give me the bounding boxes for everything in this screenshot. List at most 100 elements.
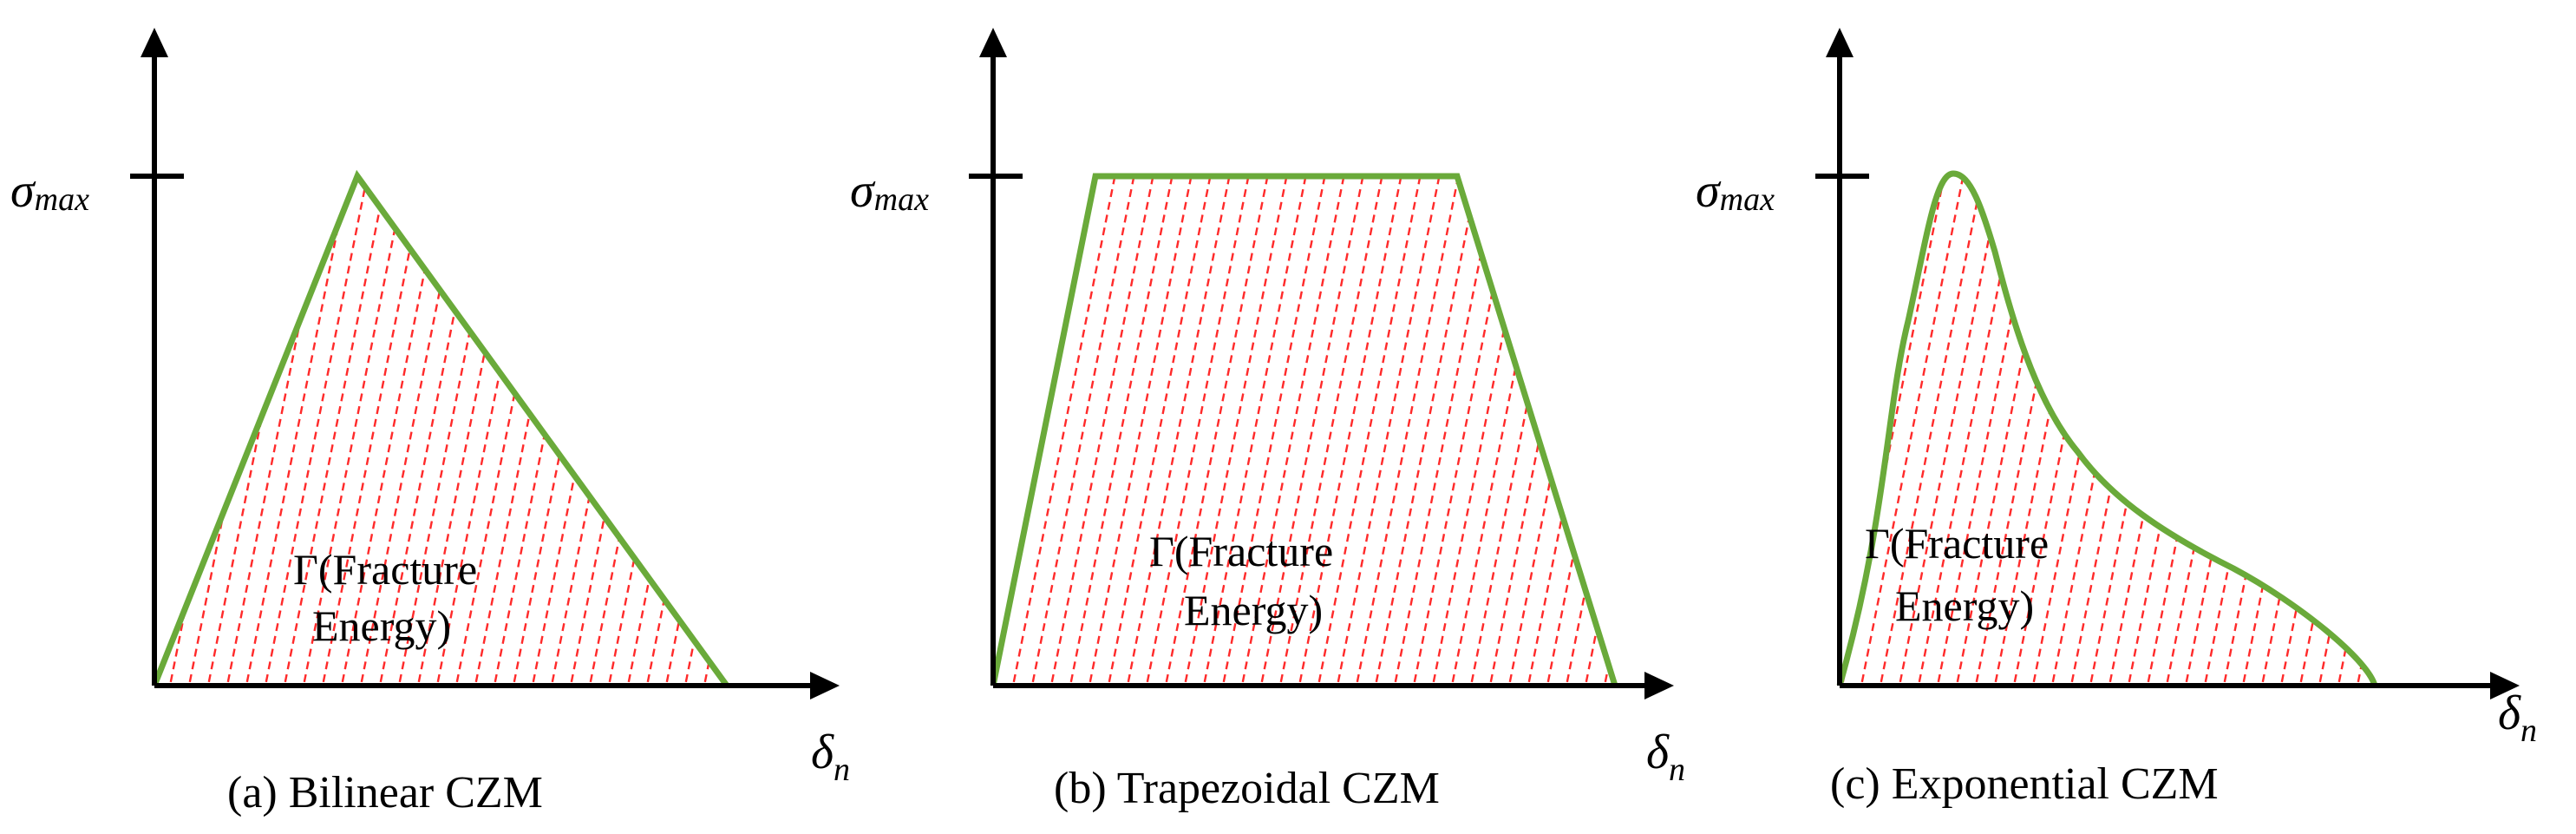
hatch-line: [276, 176, 397, 686]
hatch-line: [1214, 176, 1336, 686]
hatch-line: [1731, 130, 1849, 720]
hatch-line: [1386, 176, 1507, 686]
caption-bilinear: (a) Bilinear CZM: [227, 768, 543, 818]
hatch-line: [2427, 130, 2545, 720]
bilinear-traction-curve: [151, 169, 729, 688]
panel-trapezoidal: σmax δn Γ(Fracture Energy) (b) Trapezoid…: [850, 28, 1849, 813]
exponential-traction-curve: [1836, 170, 2378, 687]
hatch-line: [1596, 176, 1615, 686]
hatch-line: [1520, 176, 1615, 686]
hatch-line: [1500, 176, 1615, 686]
hatch-line: [793, 130, 911, 720]
hatch-line: [619, 176, 727, 686]
trapezoidal-traction-curve: [990, 173, 1618, 687]
hatch-line: [154, 176, 226, 686]
hatch-line: [1081, 176, 1202, 686]
area-label-exponential-line2: Energy): [1895, 581, 2034, 630]
hatch-line: [1004, 176, 1126, 686]
hatch-line: [993, 176, 1088, 686]
hatch-line: [1348, 176, 1469, 686]
hatch-line: [1443, 176, 1565, 686]
hatch-line: [638, 176, 727, 686]
hatch-line: [2101, 174, 2222, 686]
hatch-line: [1853, 174, 1974, 686]
hatch-line: [1157, 176, 1278, 686]
hatch-line: [1674, 130, 1792, 720]
hatch-line: [1840, 174, 1936, 686]
hatch-line: [2446, 130, 2564, 720]
hatch-line: [657, 176, 727, 686]
hatch-line: [1119, 176, 1240, 686]
hatch-line: [257, 176, 378, 686]
hatch-line: [850, 130, 968, 720]
hatch-line: [1310, 176, 1431, 686]
hatch-line: [1840, 174, 1955, 686]
hatch-line: [2292, 174, 2375, 686]
y-axis-label-trapezoidal: σmax: [850, 164, 929, 218]
hatch-line: [562, 176, 683, 686]
hatch-line: [2158, 174, 2279, 686]
y-axis-label-exponential: σmax: [1696, 164, 1775, 218]
y-axis-label-bilinear: σmax: [10, 164, 89, 218]
hatch-line: [2368, 174, 2375, 686]
hatch-line: [1195, 176, 1317, 686]
axes-exponential: [1815, 28, 2520, 699]
hatch-line: [1948, 174, 2069, 686]
area-label-bilinear-line2: Energy): [312, 601, 451, 650]
hatch-line: [1272, 176, 1393, 686]
hatch-line: [2120, 174, 2241, 686]
hatch-line: [2408, 130, 2526, 720]
hatch-line: [1462, 176, 1584, 686]
hatch-line: [2043, 174, 2165, 686]
hatch-line: [2196, 174, 2318, 686]
hatch-line: [1617, 130, 1735, 720]
hatch-line: [1712, 130, 1830, 720]
hatch-line: [1176, 176, 1298, 686]
hatch-line: [154, 176, 206, 686]
hatch-line: [154, 176, 245, 686]
hatch-line: [1693, 130, 1811, 720]
hatch-line: [993, 176, 1030, 686]
hatch-line: [2177, 174, 2298, 686]
hatch-line: [1329, 176, 1450, 686]
hatch-line: [774, 130, 892, 720]
axes-trapezoidal: [969, 28, 1674, 699]
hatch-line: [736, 130, 853, 720]
hatch-line: [715, 176, 727, 686]
hatch-fill-bilinear: [154, 130, 968, 720]
hatch-fill-trapezoidal: [993, 130, 1849, 720]
hatch-line: [1481, 176, 1603, 686]
hatch-line: [581, 176, 703, 686]
hatch-line: [1367, 176, 1488, 686]
hatch-line: [1233, 176, 1355, 686]
hatch-line: [696, 176, 727, 686]
hatch-line: [161, 176, 283, 686]
caption-exponential: (c) Exponential CZM: [1830, 759, 2219, 809]
hatch-line: [2272, 174, 2375, 686]
hatch-line: [1424, 176, 1546, 686]
hatch-line: [677, 176, 727, 686]
hatch-line: [831, 130, 949, 720]
hatch-fill-exponential: [1840, 130, 2576, 720]
hatch-line: [1023, 176, 1145, 686]
hatch-line: [1100, 176, 1221, 686]
panel-bilinear: σmax δn Γ(Fracture Energy) (a) Bilinear …: [10, 28, 968, 818]
hatch-line: [2349, 174, 2375, 686]
hatch-line: [1891, 174, 2012, 686]
hatch-line: [1636, 130, 1754, 720]
hatch-line: [543, 176, 664, 686]
hatch-line: [1291, 176, 1412, 686]
hatch-line: [2063, 174, 2184, 686]
hatch-line: [2330, 174, 2375, 686]
hatch-line: [755, 130, 873, 720]
hatch-line: [1929, 174, 2050, 686]
hatch-line: [2465, 130, 2576, 720]
hatch-line: [467, 176, 588, 686]
x-axis-label-trapezoidal: δn: [1646, 726, 1685, 788]
area-label-trapezoidal-line2: Energy): [1184, 586, 1323, 634]
x-axis-label-bilinear: δn: [811, 726, 850, 788]
axes-bilinear: [130, 28, 840, 699]
hatch-line: [1986, 174, 2108, 686]
hatch-line: [2005, 174, 2127, 686]
